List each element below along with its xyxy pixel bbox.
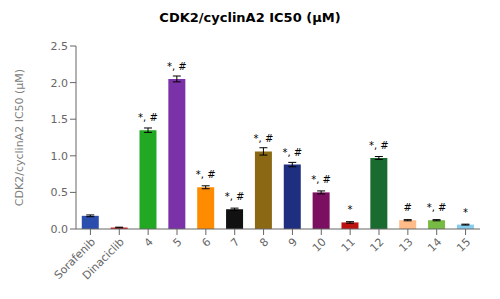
svg-text:*: *: [347, 204, 352, 215]
svg-text:14: 14: [425, 235, 444, 254]
svg-text:10: 10: [310, 235, 329, 254]
svg-text:Sorafenib: Sorafenib: [51, 235, 99, 282]
svg-text:*, #: *, #: [138, 112, 158, 123]
svg-text:7: 7: [228, 235, 242, 249]
svg-text:*, #: *, #: [167, 61, 187, 72]
svg-text:6: 6: [199, 235, 213, 249]
svg-text:2.0: 2.0: [51, 77, 69, 90]
svg-text:*, #: *, #: [254, 133, 274, 144]
svg-text:4: 4: [142, 235, 156, 249]
svg-text:8: 8: [257, 235, 271, 249]
svg-text:CDK2/cyclinA2 IC50 (μM): CDK2/cyclinA2 IC50 (μM): [13, 69, 26, 206]
svg-text:0.0: 0.0: [51, 223, 69, 236]
svg-text:12: 12: [368, 235, 387, 254]
svg-text:*: *: [463, 207, 468, 218]
svg-text:2.5: 2.5: [51, 40, 69, 53]
svg-text:*, #: *, #: [427, 202, 447, 213]
svg-text:Dinaciclib: Dinaciclib: [80, 235, 127, 282]
svg-text:*, #: *, #: [225, 191, 245, 202]
svg-text:13: 13: [396, 235, 415, 254]
svg-text:0.5: 0.5: [51, 186, 69, 199]
svg-text:1.0: 1.0: [51, 150, 69, 163]
svg-text:*, #: *, #: [282, 147, 302, 158]
svg-text:11: 11: [339, 235, 358, 254]
svg-text:5: 5: [171, 235, 185, 249]
svg-text:1.5: 1.5: [51, 113, 69, 126]
svg-text:*, #: *, #: [311, 174, 331, 185]
svg-text:*, #: *, #: [369, 140, 389, 151]
svg-text:#: #: [404, 202, 412, 213]
svg-text:*, #: *, #: [196, 169, 216, 180]
svg-text:9: 9: [286, 235, 300, 249]
html-text:CDK2/cyclinA2 IC50 (μM): CDK2/cyclinA2 IC50 (μM): [159, 10, 341, 25]
svg-text:15: 15: [454, 235, 473, 254]
